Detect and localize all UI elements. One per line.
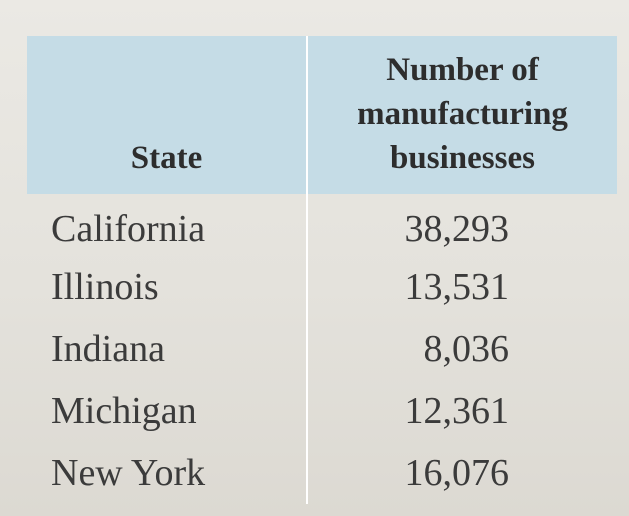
number-cell: 13,531 xyxy=(404,266,510,308)
table-row: Michigan 12,361 xyxy=(27,380,617,442)
state-cell: Indiana xyxy=(27,318,308,380)
table-header-row: State Number of manufacturing businesses xyxy=(27,36,617,194)
state-column-header: State xyxy=(27,36,308,194)
state-cell: Michigan xyxy=(27,380,308,442)
table-row: New York 16,076 xyxy=(27,442,617,504)
state-header-label: State xyxy=(130,140,203,176)
number-cell: 8,036 xyxy=(423,328,510,370)
number-cell: 16,076 xyxy=(404,452,510,494)
state-cell: New York xyxy=(27,442,308,504)
number-header-line1: Number of xyxy=(386,52,539,88)
number-cell: 38,293 xyxy=(404,208,510,250)
manufacturing-table-container: State Number of manufacturing businesses… xyxy=(27,36,617,516)
number-cell: 12,361 xyxy=(404,390,510,432)
number-column-header: Number of manufacturing businesses xyxy=(307,36,617,194)
number-header-line2: manufacturing xyxy=(357,96,568,132)
table-row: California 38,293 xyxy=(27,194,617,256)
table-row: Illinois 13,531 xyxy=(27,256,617,318)
number-header-line3: businesses xyxy=(390,140,535,176)
table-row: Indiana 8,036 xyxy=(27,318,617,380)
manufacturing-table: State Number of manufacturing businesses… xyxy=(27,36,617,504)
state-cell: Illinois xyxy=(27,256,308,318)
state-cell: California xyxy=(27,194,308,256)
